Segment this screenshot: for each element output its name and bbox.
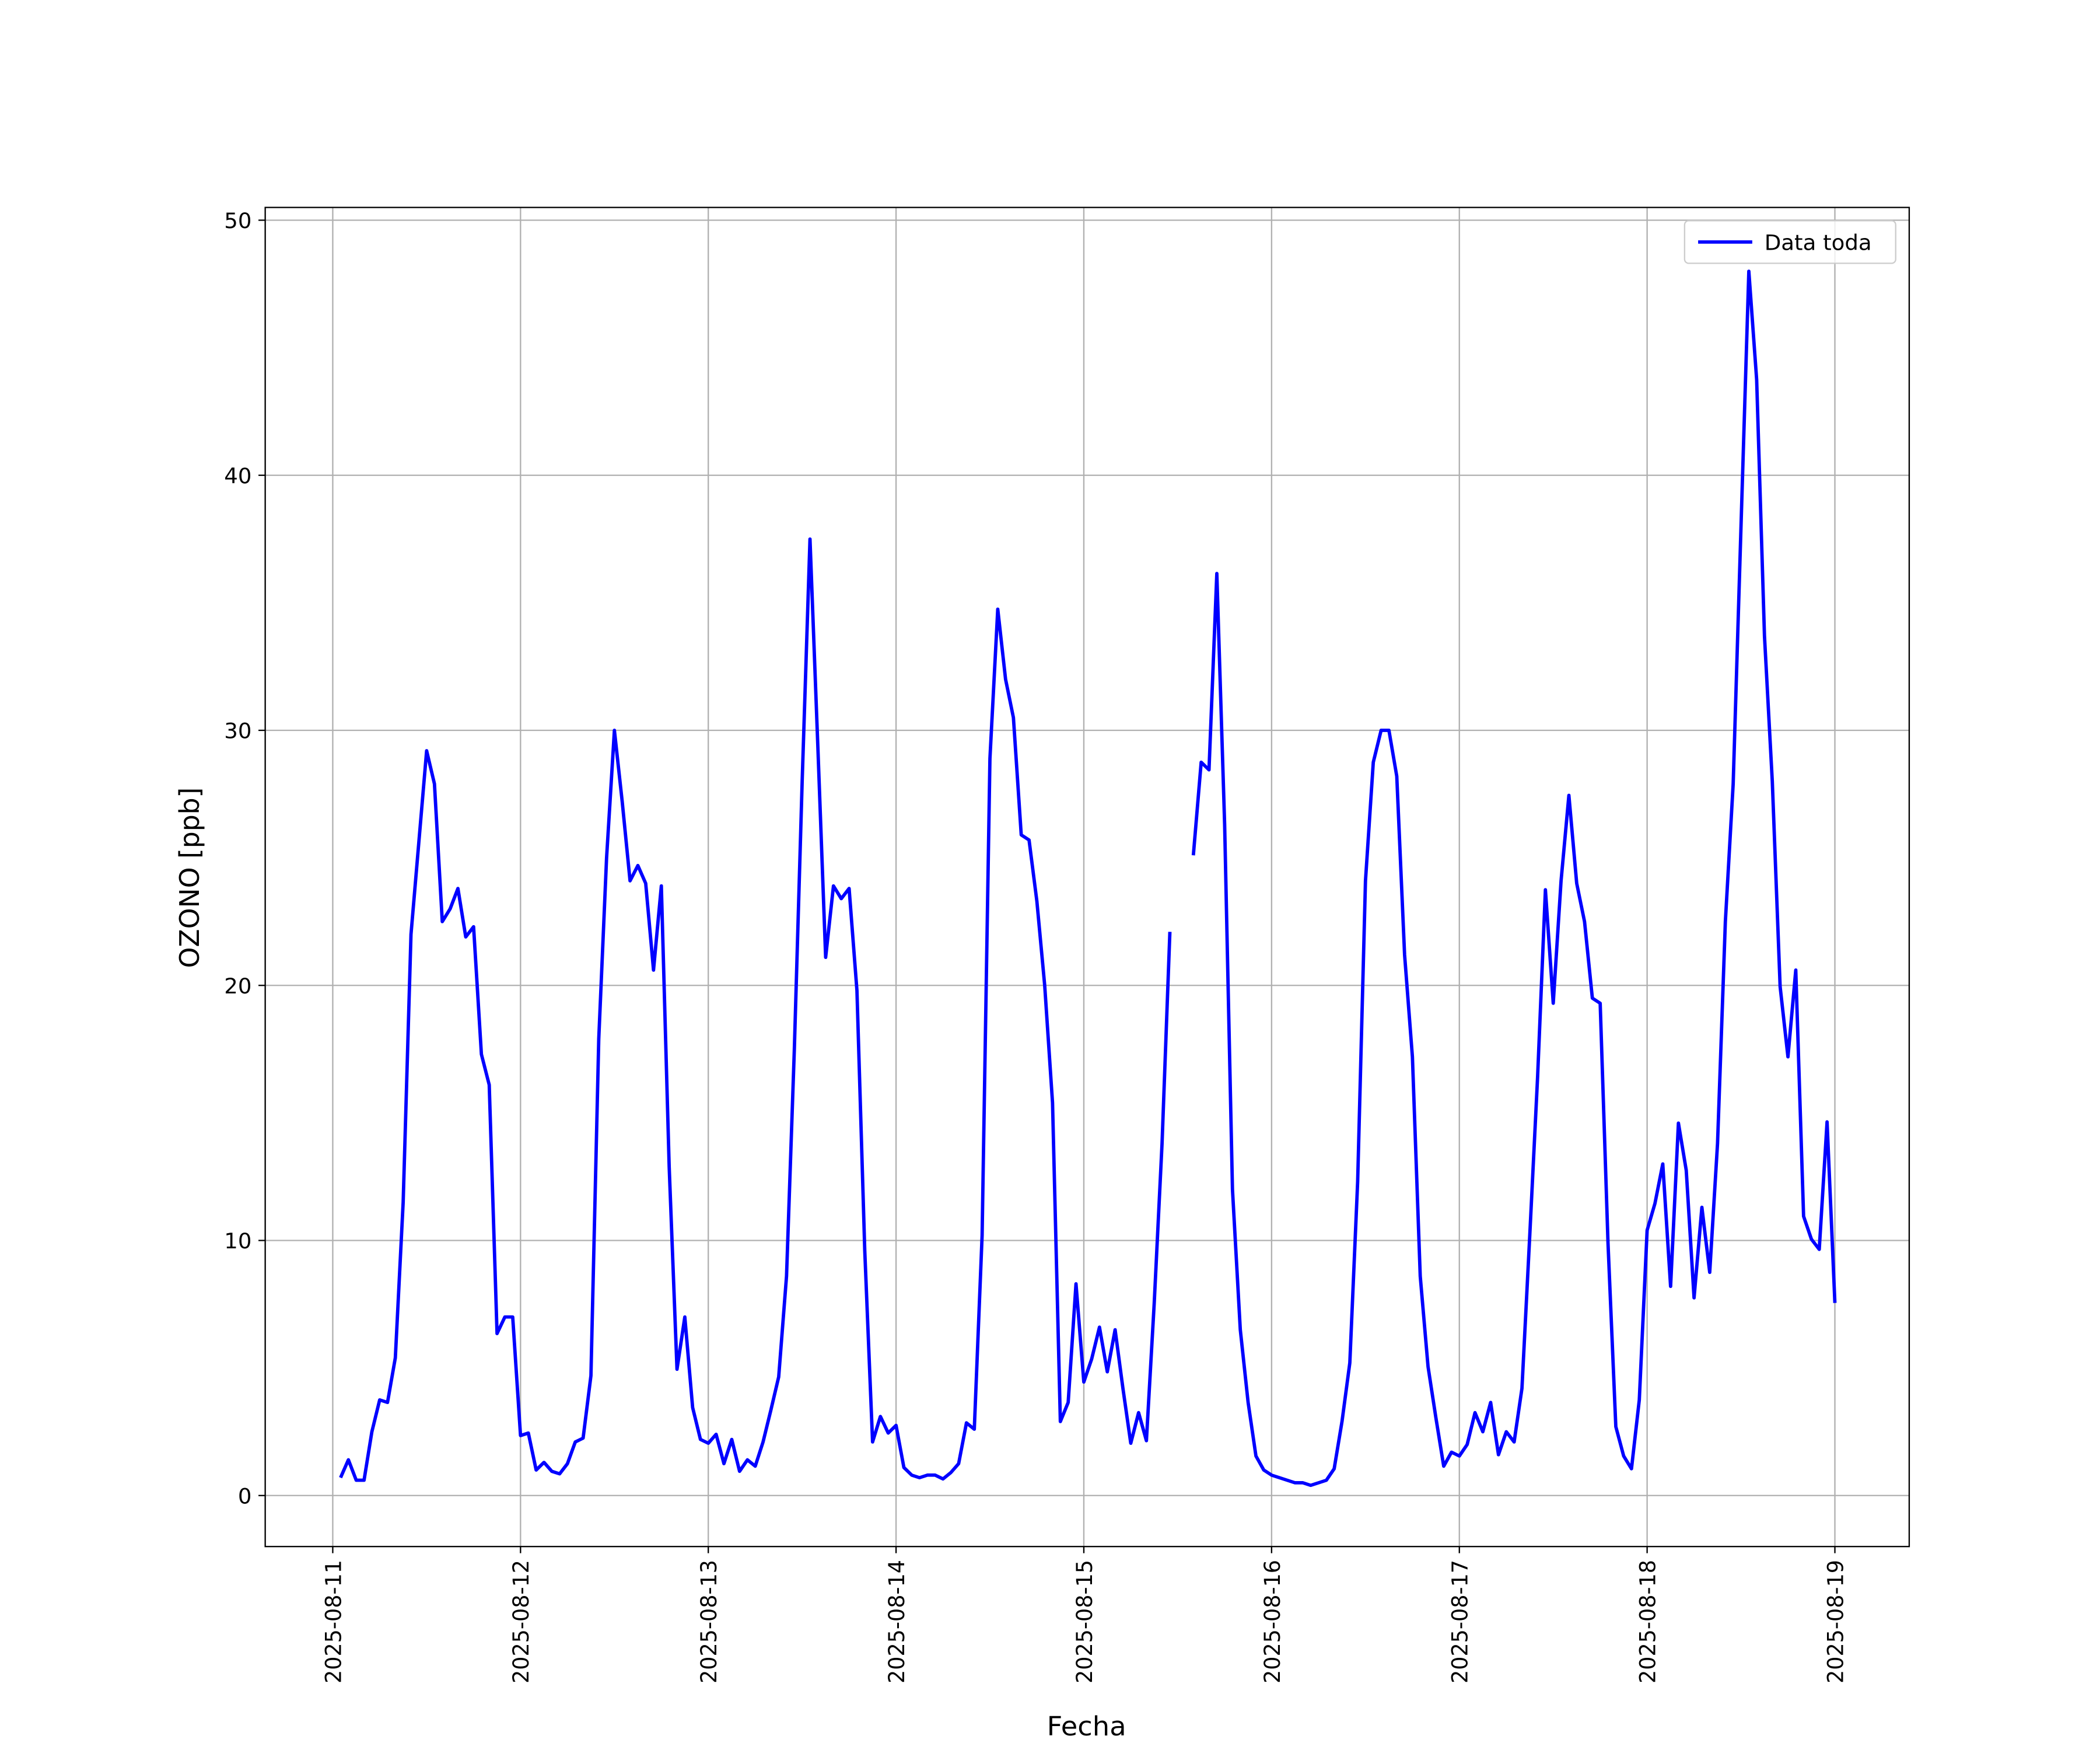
x-axis-label: Fecha <box>1047 1710 1126 1742</box>
x-tick-label: 2025-08-16 <box>1259 1560 1284 1684</box>
data-line <box>339 270 1837 1488</box>
x-tick-label: 2025-08-19 <box>1823 1560 1848 1684</box>
x-tick-label: 2025-08-18 <box>1635 1560 1660 1684</box>
y-tick-label: 40 <box>224 464 251 489</box>
y-tick-label: 30 <box>224 719 251 744</box>
y-axis-label: OZONO [ppb] <box>174 788 205 968</box>
plot-frame <box>264 206 1910 1548</box>
x-tick-label: 2025-08-13 <box>696 1560 722 1684</box>
x-tick-label: 2025-08-12 <box>509 1560 534 1684</box>
legend-label: Data toda <box>1765 230 1872 256</box>
y-tick-label: 0 <box>238 1484 252 1509</box>
y-tick-label: 10 <box>224 1228 251 1254</box>
x-tick-label: 2025-08-11 <box>321 1560 346 1684</box>
legend-box <box>1684 220 1896 264</box>
x-tick-label: 2025-08-17 <box>1447 1560 1472 1684</box>
x-tick-label: 2025-08-14 <box>884 1560 909 1684</box>
x-tick-label: 2025-08-15 <box>1072 1560 1097 1684</box>
y-tick-label: 50 <box>224 208 251 233</box>
y-tick-label: 20 <box>224 974 251 999</box>
